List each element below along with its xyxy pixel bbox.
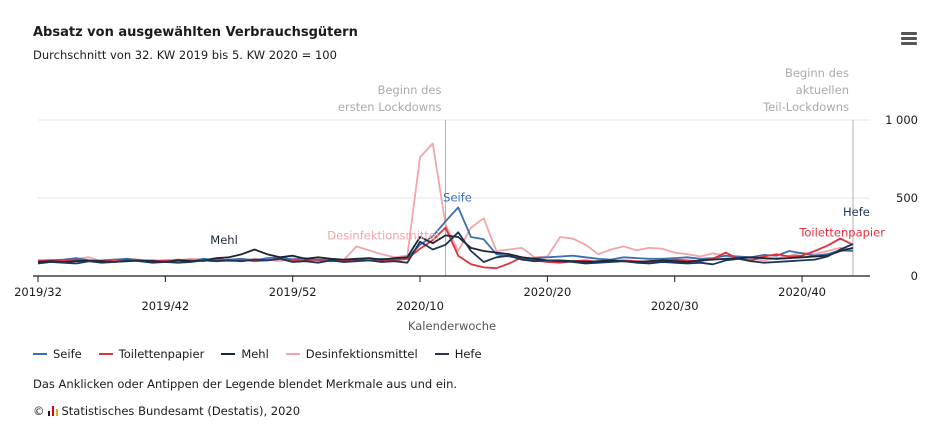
copyright-symbol: ©: [33, 404, 45, 418]
menu-bar: [901, 32, 917, 35]
legend-item-hefe[interactable]: Hefe: [434, 347, 482, 361]
logo-bar: [55, 409, 58, 416]
lockdown-marker-label: Beginn des: [377, 83, 441, 97]
lockdown-marker-label: ersten Lockdowns: [338, 100, 442, 114]
series-data-label: Toilettenpapier: [798, 226, 885, 240]
y-tick-label: 500: [896, 191, 918, 205]
lockdown-marker-label: Beginn des: [785, 66, 849, 80]
chart-legend: Seife Toilettenpapier Mehl Desinfektionsmit…: [33, 347, 499, 361]
series-line-hefe: [37, 231, 854, 266]
legend-item-seife[interactable]: Seife: [33, 347, 82, 361]
legend-label: Mehl: [241, 347, 269, 361]
y-axis: 0 500 1 000: [885, 113, 918, 283]
legend-swatch: [221, 353, 236, 355]
legend-label: Desinfektionsmittel: [305, 347, 418, 361]
x-tick-label: 2019/52: [269, 285, 317, 299]
logo-bar: [47, 411, 50, 416]
chart-title: Absatz von ausgewählten Verbrauchsgütern: [33, 25, 358, 40]
menu-bar: [901, 37, 917, 40]
x-tick-label: 2020/20: [523, 285, 571, 299]
series-data-label: Seife: [443, 190, 472, 204]
y-tick-label: 0: [911, 269, 918, 283]
lockdown-marker-label: aktuellen: [796, 83, 849, 97]
legend-label: Seife: [53, 347, 82, 361]
x-axis-title: Kalenderwoche: [408, 319, 496, 333]
x-tick-label: 2019/32: [14, 285, 62, 299]
series-data-label: Hefe: [843, 205, 870, 219]
legend-item-mehl[interactable]: Mehl: [221, 347, 269, 361]
hamburger-menu-icon[interactable]: [899, 30, 919, 46]
x-axis: 2019/32 2019/52 2020/20 2020/40 2019/42 2020/…: [14, 275, 870, 333]
x-tick-label: 2020/10: [396, 299, 444, 313]
chart-grid: [38, 119, 870, 199]
x-tick-label: 2019/42: [141, 299, 189, 313]
source-line: © Statistisches Bundesamt (Destatis), 20…: [33, 404, 300, 418]
menu-bar: [901, 42, 917, 45]
legend-swatch: [434, 353, 449, 355]
series-line-mehl: [37, 234, 854, 263]
legend-item-toilettenpapier[interactable]: Toilettenpapier: [98, 347, 205, 361]
legend-swatch: [285, 353, 300, 355]
legend-hint: Das Anklicken oder Antippen der Legende …: [33, 377, 458, 391]
series-data-label: Mehl: [210, 233, 237, 247]
x-tick-label: 2020/40: [778, 285, 826, 299]
plot-bands: Beginn des ersten Lockdowns Beginn des aktu…: [338, 66, 854, 276]
source-text: Statistisches Bundesamt (Destatis), 2020: [61, 404, 301, 418]
legend-swatch: [98, 353, 113, 355]
series-data-label: Desinfektionsmittel: [327, 229, 439, 243]
legend-label: Hefe: [454, 347, 482, 361]
series-labels: Seife Toilettenpapier Mehl Desinfektionsmit…: [210, 190, 885, 247]
destatis-logo-icon: [47, 406, 59, 416]
legend-label: Toilettenpapier: [118, 347, 205, 361]
logo-bar: [51, 406, 54, 416]
legend-item-desinfektionsmittel[interactable]: Desinfektionsmittel: [285, 347, 418, 361]
legend-swatch: [33, 353, 47, 355]
x-tick-label: 2020/30: [651, 299, 699, 313]
series-lines: [37, 142, 854, 270]
lockdown-marker-label: Teil-Lockdowns: [762, 100, 849, 114]
chart-subtitle: Durchschnitt von 32. KW 2019 bis 5. KW 2…: [33, 48, 337, 62]
line-chart: Beginn des ersten Lockdowns Beginn des aktu…: [14, 66, 918, 333]
y-tick-label: 1 000: [885, 113, 918, 127]
